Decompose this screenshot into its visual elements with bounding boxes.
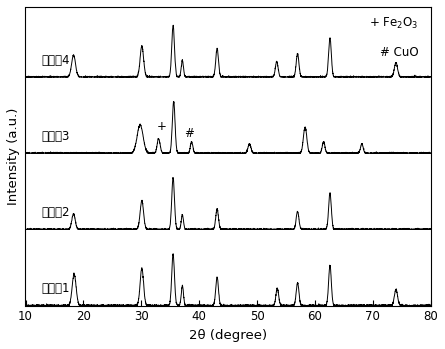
Text: 实施兡3: 实施兡3 — [42, 130, 70, 143]
Text: # CuO: # CuO — [380, 46, 419, 59]
Text: +: + — [157, 120, 167, 133]
Text: 实施兡2: 实施兡2 — [42, 206, 70, 219]
Text: #: # — [184, 127, 194, 140]
X-axis label: 2θ (degree): 2θ (degree) — [189, 329, 267, 342]
Text: 实施兡4: 实施兡4 — [42, 54, 70, 67]
Y-axis label: Intensity (a.u.): Intensity (a.u.) — [7, 107, 20, 205]
Text: + Fe$_2$O$_3$: + Fe$_2$O$_3$ — [369, 16, 419, 31]
Text: 实施兡1: 实施兡1 — [42, 282, 70, 295]
